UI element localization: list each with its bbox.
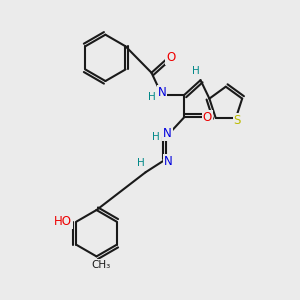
- Text: N: N: [163, 127, 172, 140]
- Text: H: H: [148, 92, 155, 102]
- Text: H: H: [137, 158, 145, 168]
- Text: N: N: [164, 155, 172, 168]
- Text: O: O: [203, 111, 212, 124]
- Text: O: O: [166, 51, 176, 64]
- Text: H: H: [152, 132, 160, 142]
- Text: CH₃: CH₃: [91, 260, 111, 270]
- Text: S: S: [234, 114, 241, 127]
- Text: HO: HO: [54, 215, 72, 228]
- Text: H: H: [192, 66, 200, 76]
- Text: N: N: [158, 86, 166, 99]
